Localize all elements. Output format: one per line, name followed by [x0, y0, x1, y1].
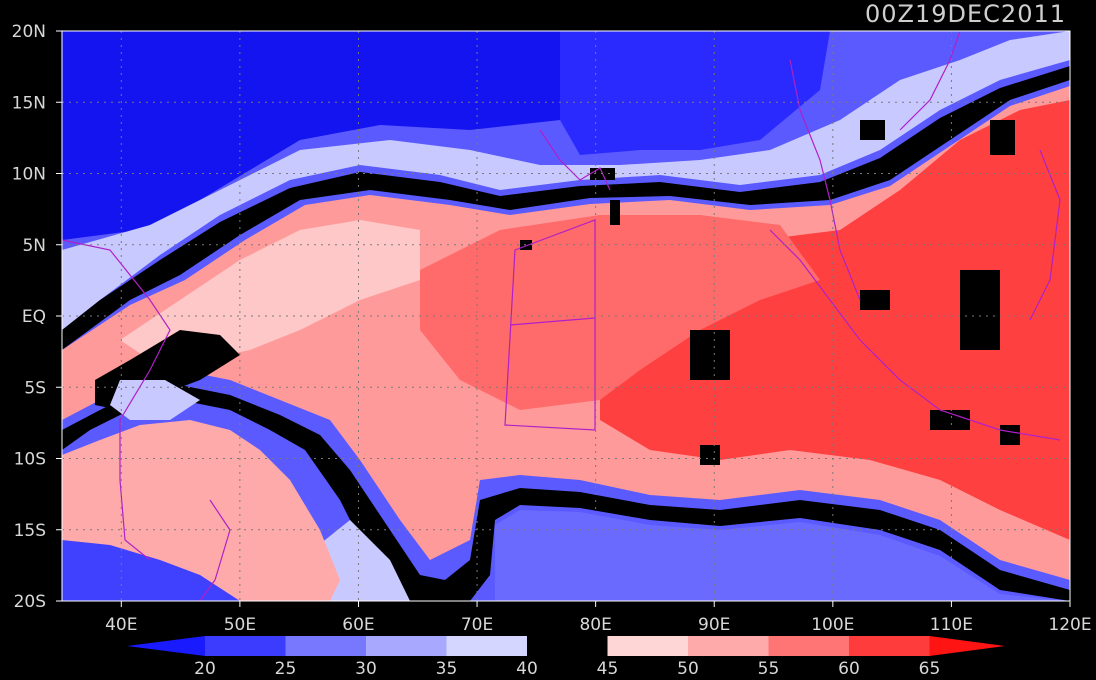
colorbar-segment — [849, 636, 930, 656]
field-red-mid-central — [420, 215, 820, 410]
colorbar-segment — [366, 636, 447, 656]
colorbar-label: 30 — [355, 659, 377, 679]
lon-label: 110E — [930, 615, 973, 635]
lat-label: 20N — [12, 22, 46, 42]
colorbar-label: 45 — [597, 659, 619, 679]
colorbar-label: 65 — [919, 659, 941, 679]
lon-label: 90E — [698, 615, 730, 635]
colorbar-label: 55 — [758, 659, 780, 679]
field-red-pale-west — [120, 220, 420, 360]
latitude-axis: 20N 15N 10N 5N EQ 5S 10S 15S 20S — [12, 22, 62, 612]
grid-lines — [62, 31, 1070, 601]
lat-label: 15N — [12, 93, 46, 113]
lon-label: 80E — [579, 615, 611, 635]
region-midline — [509, 317, 596, 326]
colorbar-arrow-right — [929, 636, 1005, 656]
colorbar-arrow-left — [127, 636, 205, 656]
lon-label: 60E — [342, 615, 374, 635]
colorbar-label: 20 — [194, 659, 216, 679]
colorbar-segment — [527, 636, 608, 656]
lat-label: 5S — [24, 378, 46, 398]
field-south-black-band — [62, 385, 1070, 601]
field-north-black-band — [62, 66, 1070, 350]
lat-label: 15S — [14, 521, 46, 541]
lon-label: 120E — [1048, 615, 1091, 635]
field-north-pale-band — [62, 31, 1070, 330]
longitude-axis: 40E 50E 60E 70E 80E 90E 100E 110E 120E — [105, 601, 1092, 635]
field-north-blue-east — [560, 31, 830, 155]
field-west-pale-patch — [110, 380, 200, 420]
lon-label: 100E — [811, 615, 854, 635]
colorbar-label: 60 — [838, 659, 860, 679]
colorbar-segment — [688, 636, 769, 656]
lat-label: 10S — [14, 450, 46, 470]
contour-field — [62, 31, 1070, 601]
lon-label: 50E — [224, 615, 256, 635]
lat-label: EQ — [22, 307, 46, 327]
colorbar-label: 25 — [275, 659, 297, 679]
coastlines — [62, 31, 1061, 601]
lon-label: 40E — [105, 615, 137, 635]
colorbar-segment — [607, 636, 689, 656]
field-north-deep-blue — [62, 31, 560, 240]
colorbar-label: 35 — [436, 659, 458, 679]
field-southwest-blue — [62, 540, 240, 601]
colorbar-segment — [285, 636, 367, 656]
region-outline — [504, 219, 596, 431]
lat-label: 10N — [12, 165, 46, 185]
colorbar: 20 25 30 35 40 45 50 55 60 65 — [127, 636, 1005, 679]
lon-label: 70E — [461, 615, 493, 635]
colorbar-label: 50 — [677, 659, 699, 679]
lat-label: 5N — [22, 236, 46, 256]
colorbar-segment — [205, 636, 286, 656]
map-title: 00Z19DEC2011 — [865, 0, 1066, 28]
field-south-blue — [495, 510, 1070, 601]
colorbar-label: 40 — [516, 659, 538, 679]
field-black-patches — [520, 120, 1020, 465]
lat-label: 20S — [14, 592, 46, 612]
colorbar-segment — [768, 636, 850, 656]
colorbar-segment — [446, 636, 528, 656]
